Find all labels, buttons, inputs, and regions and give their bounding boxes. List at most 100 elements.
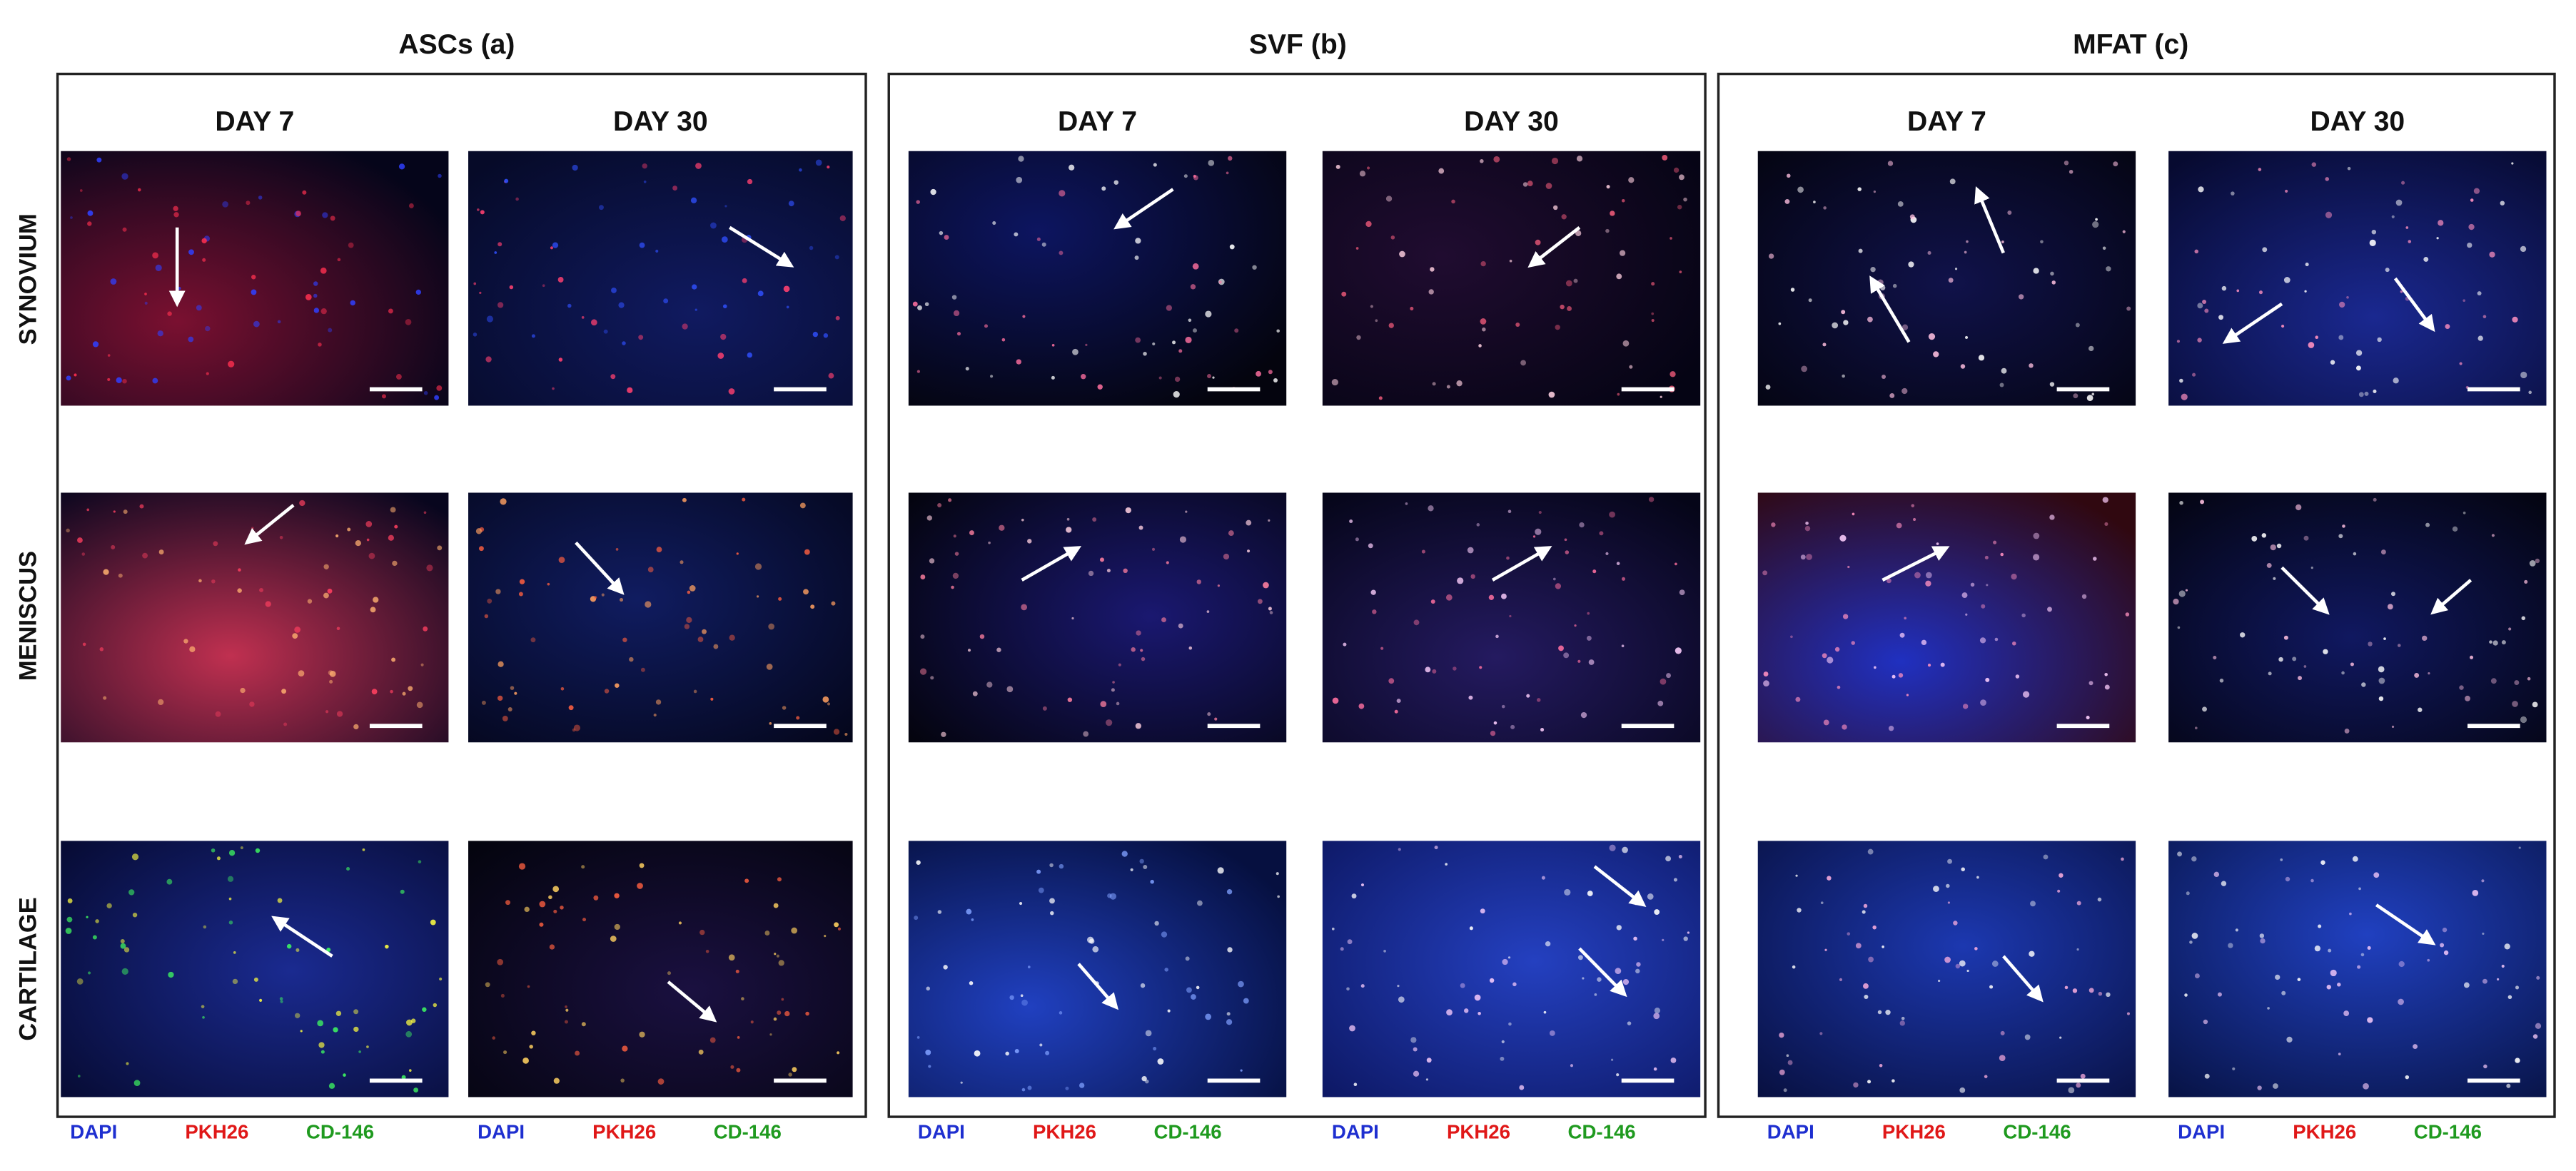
cell-dot: [1226, 1019, 1233, 1025]
cell-dot: [326, 947, 331, 952]
cell-dot: [1563, 652, 1570, 659]
cell-dot: [926, 515, 932, 521]
cell-dot: [1059, 1011, 1063, 1015]
cell-dot: [373, 597, 379, 603]
cell-dot: [365, 521, 373, 527]
cell-dot: [2311, 162, 2317, 167]
cell-dot: [2400, 290, 2403, 293]
cell-dot: [366, 538, 370, 542]
cell-dot: [2278, 657, 2283, 662]
cell-dot: [2512, 701, 2518, 707]
cell-dot: [1863, 983, 1869, 989]
cell-dot: [323, 592, 329, 599]
cell-dot: [1549, 1030, 1555, 1036]
cell-dot: [86, 916, 89, 918]
arrow: [244, 504, 295, 545]
cell-dot: [1193, 328, 1197, 333]
cell-dot: [2482, 978, 2487, 984]
cell-dot: [1355, 537, 1359, 542]
cell-dot: [347, 527, 351, 532]
cell-dot: [2390, 592, 2395, 597]
cell-dot: [1779, 1032, 1784, 1038]
cell-dot: [1463, 1008, 1469, 1013]
cell-dot: [1208, 159, 1215, 166]
cell-dot: [1370, 589, 1376, 595]
cell-dot: [1879, 1063, 1883, 1068]
cell-dot: [705, 949, 709, 953]
legend-label: DAPI: [918, 1120, 965, 1142]
cell-dot: [1081, 374, 1086, 380]
cell-dot: [1784, 198, 1790, 204]
cell-dot: [77, 1075, 81, 1078]
cell-dot: [1506, 556, 1510, 560]
cell-dot: [2438, 220, 2444, 226]
cell-dot: [515, 197, 519, 201]
cell-dot: [2218, 315, 2223, 320]
cell-dot: [717, 353, 724, 359]
cell-dot: [784, 1010, 790, 1017]
cell-dot: [1027, 539, 1032, 544]
cell-dot: [974, 1050, 981, 1057]
micrograph-image: [468, 151, 853, 406]
cell-dot: [1021, 1088, 1026, 1092]
cell-dot: [302, 190, 307, 195]
cell-dot: [1970, 582, 1975, 587]
cell-dot: [1157, 1058, 1164, 1065]
cell-dot: [2073, 393, 2079, 399]
cell-dot: [232, 978, 238, 985]
cell-dot: [1787, 1060, 1793, 1065]
cell-dot: [2197, 303, 2203, 309]
cell-dot: [1399, 250, 1405, 258]
cell-dot: [2477, 291, 2482, 296]
micrograph: [2168, 151, 2547, 406]
cell-dot: [1947, 901, 1951, 904]
cell-dot: [2232, 1067, 2236, 1070]
cell-dot: [1469, 926, 1473, 931]
cell-dot: [1673, 878, 1677, 882]
cell-dot: [2318, 924, 2322, 928]
legend-label: DAPI: [1332, 1120, 1379, 1142]
cell-dot: [392, 560, 398, 567]
cell-dot: [1564, 888, 1571, 896]
cell-dot: [742, 278, 747, 283]
cell-dot: [70, 216, 73, 219]
cell-dot: [2266, 562, 2272, 568]
cell-dot: [2049, 382, 2055, 387]
cell-dot: [1045, 1050, 1050, 1055]
cell-dot: [1540, 728, 1545, 732]
cell-dot: [747, 352, 752, 358]
cell-dot: [246, 201, 251, 206]
cell-dot: [497, 242, 502, 247]
cell-dot: [1787, 173, 1791, 178]
cell-dot: [1634, 901, 1638, 906]
cell-dot: [2202, 706, 2207, 712]
cell-dot: [1205, 310, 1212, 318]
legend-label: DAPI: [70, 1120, 117, 1142]
cell-dot: [1480, 318, 1487, 325]
cell-dot: [1901, 324, 1909, 330]
cell-dot: [2358, 887, 2361, 891]
cell-dot: [328, 1083, 335, 1089]
cell-dot: [1993, 540, 1997, 544]
cell-dot: [1786, 1054, 1789, 1058]
cell-dot: [1984, 555, 1989, 559]
cell-dot: [943, 965, 948, 970]
cell-dot: [639, 863, 645, 868]
panel-frame: [887, 72, 1707, 1118]
cell-dot: [1410, 1037, 1417, 1043]
cell-dot: [2251, 535, 2258, 542]
cell-dot: [929, 558, 935, 564]
arrow: [2430, 579, 2473, 615]
cell-dot: [1164, 968, 1168, 972]
cell-dot: [920, 634, 925, 639]
cell-dot: [2528, 390, 2532, 395]
cell-dot: [2325, 177, 2329, 181]
cell-dot: [2508, 627, 2512, 631]
cell-dot: [398, 163, 405, 170]
cell-dot: [1343, 642, 1347, 647]
cell-dot: [1573, 278, 1578, 283]
cell-dot: [1021, 518, 1024, 522]
cell-dot: [1622, 846, 1628, 853]
cell-dot: [279, 535, 283, 539]
cell-dot: [1349, 1025, 1355, 1032]
